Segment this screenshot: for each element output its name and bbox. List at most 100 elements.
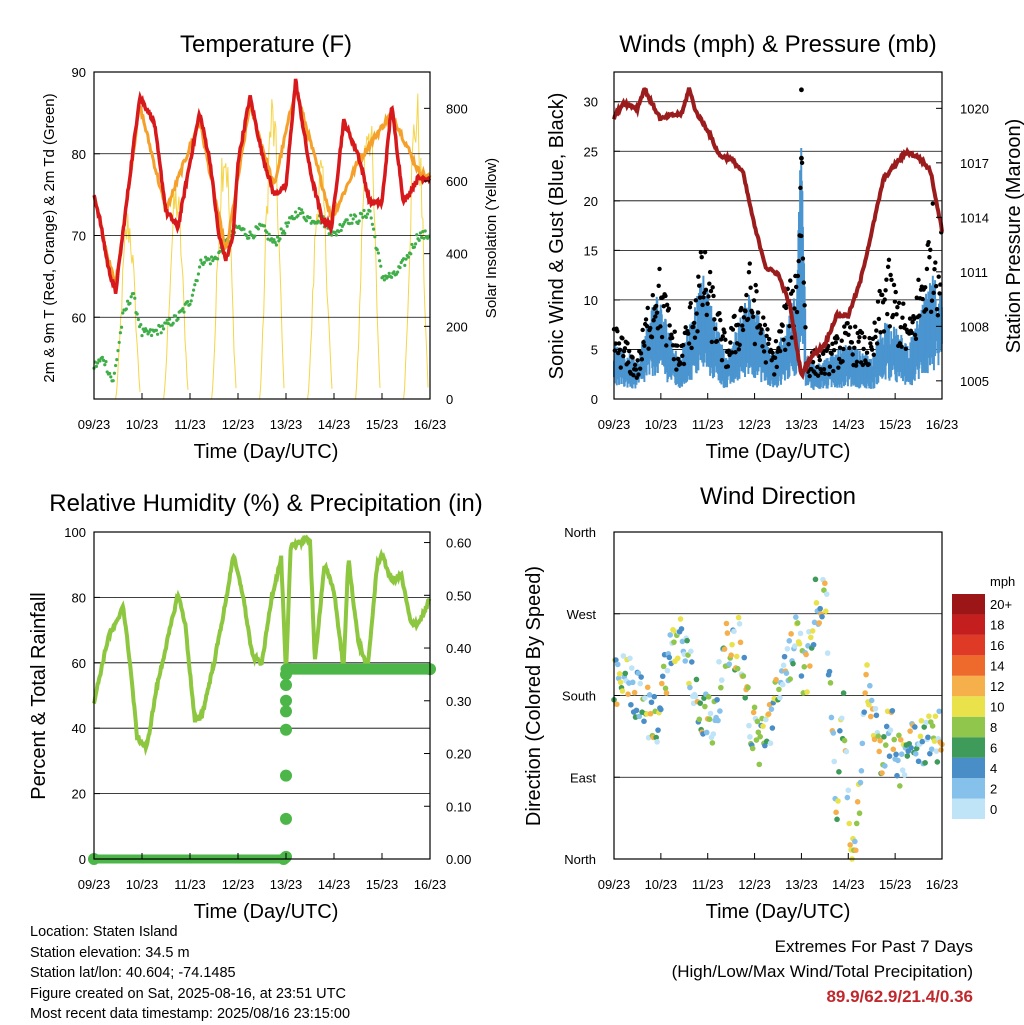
gust-point [867,335,872,341]
gust-point [847,325,853,330]
dewpoint-point [265,230,269,234]
gust-point [687,305,693,310]
dewpoint-point [284,221,288,225]
dewpoint-point [386,275,390,279]
direction-point [723,620,730,627]
gust-point [896,300,902,306]
gust-point [876,316,882,322]
dewpoint-point [361,215,365,219]
gust-point [696,283,702,288]
direction-point [742,694,748,701]
gust-point [873,334,878,340]
gust-point [686,331,691,336]
gust-point [907,316,913,321]
humidity-xtick-label: 14/23 [318,877,351,892]
humidity-ytick-label: 60 [72,656,86,671]
humidity-ytick-label: 20 [72,787,86,802]
direction-point [767,740,774,747]
dewpoint-point [412,245,416,249]
gust-point [836,356,842,362]
gust-point [874,328,879,333]
legend-label: 18 [990,618,1004,633]
dewpoint-point [208,262,212,266]
direction-point [781,653,788,660]
direction-point [688,648,694,655]
direction-point [830,730,837,736]
dewpoint-point [360,212,364,216]
gust-point [651,318,656,323]
direction-point [679,638,686,645]
gust-point [730,327,736,332]
gust-point [681,361,687,367]
direction-point [808,634,814,641]
gust-point [928,247,933,253]
solar-insolation-line [307,159,333,400]
gust-point [704,312,709,318]
direction-point [646,692,653,698]
winds-y2tick-label: 1005 [960,374,989,389]
direction-xtick-label: 15/23 [879,877,912,892]
direction-ytick-label: West [567,607,597,622]
gust-point [753,282,758,288]
dewpoint-point [285,224,289,228]
dewpoint-point [366,212,370,216]
direction-point [797,630,804,637]
dewpoint-point [104,360,108,364]
direction-point [887,727,894,733]
gust-point [835,336,840,341]
gust-point [700,302,705,308]
gust-point [849,340,855,345]
dewpoint-point [166,321,170,326]
direction-point [769,725,776,731]
direction-point [819,613,825,620]
dewpoint-point [378,259,382,263]
gust-point [800,256,806,261]
gust-point [853,324,858,329]
direction-point [853,820,860,827]
gust-point [845,320,850,326]
gust-point [928,309,934,315]
dewpoint-point [121,311,125,315]
gust-point [632,362,638,368]
direction-point [828,714,835,721]
gust-point [664,302,670,307]
latlon-text: Station lat/lon: 40.604; -74.1485 [30,965,236,981]
dewpoint-point [148,328,152,332]
gust-point [737,342,742,347]
gust-point [689,345,694,351]
direction-point [922,760,928,766]
gust-point [901,301,906,306]
dewpoint-point [272,238,276,242]
direction-point [677,616,684,622]
winds-ytick-label: 25 [584,144,598,159]
direction-point [777,694,783,701]
dewpoint-point [165,318,169,322]
dewpoint-point [196,272,200,276]
direction-point [798,673,805,679]
dewpoint-point [379,264,383,268]
direction-point [926,713,932,719]
dewpoint-point [237,224,241,228]
dewpoint-point [204,255,208,259]
direction-point [763,716,769,723]
gust-point [837,345,843,350]
gust-point [709,339,715,345]
gust-point [760,344,765,349]
direction-point [776,686,782,693]
gust-point [648,325,653,331]
precipitation-point [280,812,292,825]
gust-point [667,323,672,328]
dewpoint-point [118,331,122,335]
extremes-subtitle: (High/Low/Max Wind/Total Precipitation) [671,962,973,981]
gust-point [630,355,635,360]
dewpoint-point [126,299,130,303]
direction-point [687,684,693,691]
direction-point [736,621,743,627]
gust-point [642,343,647,348]
gust-point [839,338,844,343]
temp-y2tick-label: 600 [446,174,468,189]
gust-point [910,319,915,325]
gust-point [897,341,903,346]
winds-xtick-label: 15/23 [879,417,912,432]
gust-point [880,292,885,298]
